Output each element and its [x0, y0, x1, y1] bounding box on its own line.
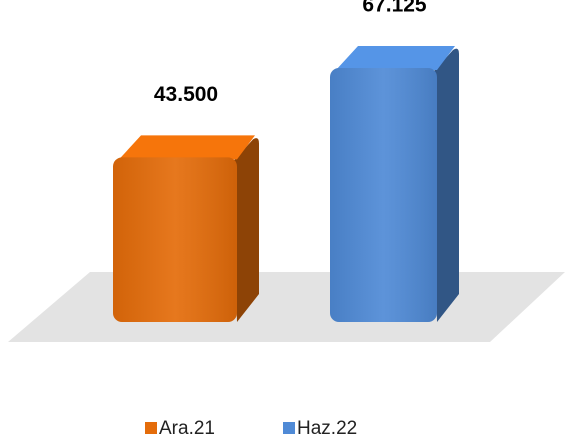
- legend-text: Haz.22: [297, 418, 357, 439]
- bar-top: [336, 46, 455, 70]
- bar-shade: [330, 68, 437, 322]
- floor: [8, 272, 565, 342]
- bar-shade: [113, 157, 237, 322]
- legend-swatch: [145, 422, 157, 434]
- legend-text: Ara.21: [159, 418, 215, 439]
- legend-swatch: [283, 422, 295, 434]
- value-label: 67.125: [362, 0, 427, 17]
- bar-side: [433, 48, 459, 323]
- bar-top: [119, 135, 255, 160]
- value-label: 43.500: [154, 83, 218, 106]
- bar-side: [233, 138, 259, 322]
